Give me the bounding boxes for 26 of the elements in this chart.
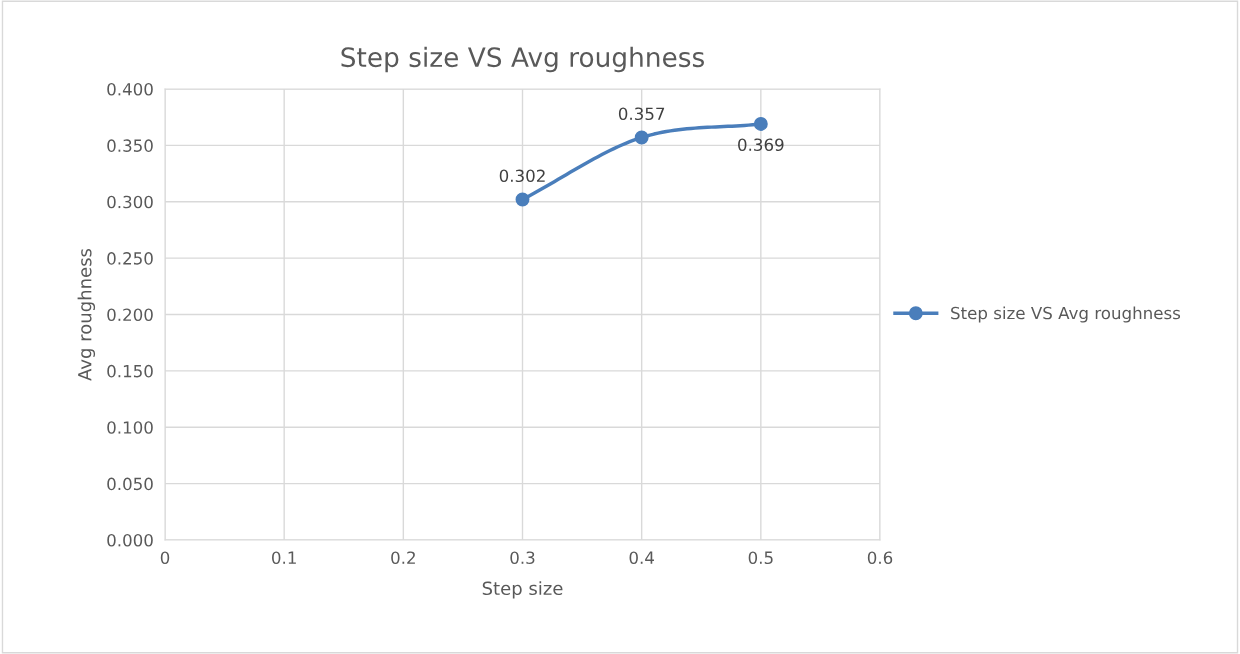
y-axis-title: Avg roughness	[77, 248, 96, 381]
x-tick-label: 0	[160, 551, 170, 565]
y-tick-label: 0.150	[107, 364, 153, 378]
data-label: 0.302	[499, 169, 545, 183]
x-tick-label: 0.5	[748, 551, 773, 565]
data-label: 0.369	[738, 138, 784, 152]
y-tick-label: 0.350	[107, 139, 153, 152]
y-tick-label: 0.250	[107, 252, 153, 265]
x-tick-label: 0.4	[629, 551, 654, 565]
y-tick-label: 0.050	[107, 477, 153, 491]
point	[515, 192, 530, 207]
data-label: 0.357	[618, 107, 665, 121]
chart-title: Step size VS Avg roughness	[341, 46, 704, 73]
x-tick-label: 0.3	[510, 551, 535, 565]
x-tick-label: 0.1	[272, 551, 296, 565]
x-tick-label: 0.2	[391, 551, 415, 565]
x-tick-label: 0.6	[867, 551, 893, 565]
y-tick-label: 0.400	[107, 82, 153, 96]
point	[634, 130, 649, 145]
y-tick-label: 0.300	[107, 195, 153, 209]
y-tick-label: 0.200	[107, 308, 153, 322]
y-tick-label: 0.000	[107, 533, 153, 547]
x-axis-title: Step size	[482, 581, 563, 599]
point	[753, 117, 768, 131]
y-tick-label: 0.100	[107, 421, 153, 434]
legend-label: Step size VS Avg roughness	[951, 306, 1181, 323]
